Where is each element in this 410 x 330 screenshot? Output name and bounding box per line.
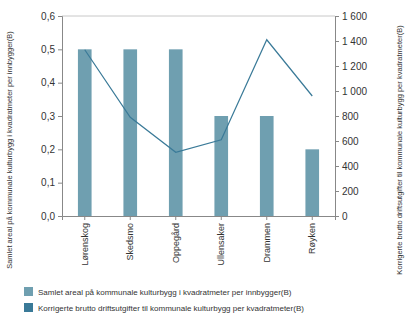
tick-label: Røyken xyxy=(307,223,317,254)
tick-label: 0,1 xyxy=(41,177,55,188)
tick-label: 800 xyxy=(342,111,359,122)
tick-label: 400 xyxy=(342,161,359,172)
tick-mark xyxy=(335,91,339,92)
tick: Lørenskog xyxy=(80,216,90,266)
tick: 1 600 xyxy=(335,11,367,22)
bar xyxy=(78,49,92,216)
legend-swatch xyxy=(24,287,33,296)
tick-mark xyxy=(58,183,62,184)
tick-mark xyxy=(58,16,62,17)
legend-label: Korrigerte brutto driftsutgifter til kom… xyxy=(38,304,304,313)
tick-mark xyxy=(335,191,339,192)
tick-mark xyxy=(335,41,339,42)
tick-label: 0,6 xyxy=(41,11,55,22)
axis-line xyxy=(336,17,340,217)
axis-line xyxy=(63,217,336,221)
legend: Samlet areal på kommunale kulturbygg i k… xyxy=(24,287,304,313)
tick: Ullensaker xyxy=(216,216,226,266)
chart: Lørenskog Skedsmo Oppegård Ullensaker Dramme… xyxy=(0,0,410,330)
tick-label: 0,5 xyxy=(41,44,55,55)
tick-label: 600 xyxy=(342,136,359,147)
bar xyxy=(169,49,183,216)
tick-label: 1 200 xyxy=(342,61,367,72)
tick-label: 1 400 xyxy=(342,36,367,47)
tick-label: Oppegård xyxy=(171,223,181,263)
tick: 800 xyxy=(335,111,359,122)
tick-mark xyxy=(84,216,85,220)
tick: Skedsmo xyxy=(125,216,135,261)
tick: 0,0 xyxy=(41,211,62,222)
tick-label: 0,2 xyxy=(41,144,55,155)
tick-mark xyxy=(266,216,267,220)
tick-mark xyxy=(58,83,62,84)
tick-label: 0,4 xyxy=(41,77,55,88)
tick: Drammen xyxy=(262,216,272,263)
y2-axis: 0 200 400 600 800 1 000 1 200 1 400 1 600 xyxy=(335,11,367,222)
tick: 0,3 xyxy=(41,111,62,122)
bar xyxy=(214,116,228,216)
plot-frame xyxy=(62,16,335,17)
tick-mark xyxy=(58,216,62,217)
tick: 600 xyxy=(335,136,359,147)
bar xyxy=(123,49,137,216)
tick-mark xyxy=(335,216,339,217)
tick: 1 200 xyxy=(335,61,367,72)
tick-label: 200 xyxy=(342,186,359,197)
tick: 200 xyxy=(335,186,359,197)
tick-mark xyxy=(335,66,339,67)
tick-mark xyxy=(130,216,131,220)
legend-swatch xyxy=(24,303,33,312)
tick-label: Lørenskog xyxy=(80,223,90,266)
y-axis: 0,0 0,1 0,2 0,3 0,4 0,5 0,6 xyxy=(41,11,62,222)
y-axis-title: Samlet areal på kommunale kulturbygg i k… xyxy=(5,31,14,269)
tick: 1 400 xyxy=(335,36,367,47)
tick: 0,1 xyxy=(41,177,62,188)
tick-mark xyxy=(335,16,339,17)
tick-label: 0,3 xyxy=(41,111,55,122)
legend-label: Samlet areal på kommunale kulturbygg i k… xyxy=(38,288,292,297)
tick: 0,6 xyxy=(41,11,62,22)
tick: 400 xyxy=(335,161,359,172)
tick-mark xyxy=(335,116,339,117)
tick-label: Skedsmo xyxy=(125,223,135,261)
tick: 0 xyxy=(335,211,348,222)
tick-mark xyxy=(335,141,339,142)
tick-label: 1 000 xyxy=(342,86,367,97)
tick-mark xyxy=(312,216,313,220)
tick-mark xyxy=(58,49,62,50)
tick-label: Drammen xyxy=(262,223,272,263)
tick-label: 0,0 xyxy=(41,211,55,222)
x-axis: Lørenskog Skedsmo Oppegård Ullensaker Dramme… xyxy=(63,216,336,266)
tick-mark xyxy=(335,166,339,167)
tick-mark xyxy=(175,216,176,220)
tick: 0,4 xyxy=(41,77,62,88)
axis-line xyxy=(58,17,63,217)
tick-mark xyxy=(58,149,62,150)
tick-label: Ullensaker xyxy=(216,223,226,266)
line xyxy=(85,40,313,153)
tick-mark xyxy=(221,216,222,220)
tick: Røyken xyxy=(307,216,317,254)
y2-axis-title: Korrigerte brutto driftsutgifter til kom… xyxy=(395,25,404,275)
tick-mark xyxy=(58,116,62,117)
bar xyxy=(305,149,319,216)
bar xyxy=(260,116,274,216)
marks xyxy=(78,40,319,216)
tick: 0,2 xyxy=(41,144,62,155)
tick-label: 1 600 xyxy=(342,11,367,22)
tick: 1 000 xyxy=(335,86,367,97)
tick: 0,5 xyxy=(41,44,62,55)
tick: Oppegård xyxy=(171,216,181,263)
tick-label: 0 xyxy=(342,211,348,222)
